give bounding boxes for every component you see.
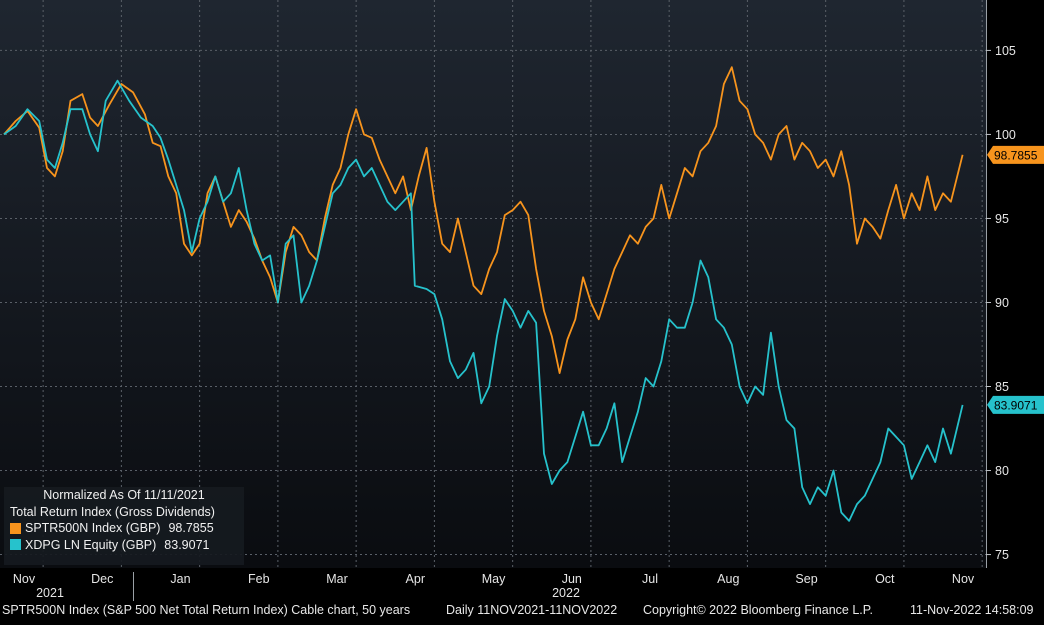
legend-header-normalized: Normalized As Of 11/11/2021 bbox=[43, 488, 205, 502]
last-value-label-1: 83.9071 bbox=[994, 398, 1038, 412]
legend-swatch-cyan bbox=[10, 539, 21, 551]
tick-label-x-nov-0: Nov bbox=[13, 572, 36, 586]
legend: Normalized As Of 11/11/2021 Total Return… bbox=[4, 487, 244, 565]
tick-label-y-90: 90 bbox=[995, 296, 1009, 310]
tick-label-x-jul-8: Jul bbox=[642, 572, 658, 586]
legend-value-xdpg: 83.9071 bbox=[164, 537, 210, 552]
footer-range: Daily 11NOV2021-11NOV2022 bbox=[446, 603, 618, 617]
x-axis-band bbox=[0, 568, 986, 601]
legend-entry-sptr500n: SPTR500N Index (GBP) 98.7855 bbox=[4, 520, 244, 537]
footer-copyright: Copyright© 2022 Bloomberg Finance L.P. bbox=[643, 603, 873, 617]
tick-label-x-may-6: May bbox=[482, 572, 506, 586]
footer-bar: SPTR500N Index (S&P 500 Net Total Return… bbox=[0, 601, 1044, 620]
tick-label-x-feb-3: Feb bbox=[248, 572, 270, 586]
last-value-marker-1 bbox=[987, 395, 1044, 414]
legend-label-sptr500n: SPTR500N Index (GBP) bbox=[25, 521, 161, 535]
tick-label-x-aug-9: Aug bbox=[717, 572, 739, 586]
tick-label-y-85: 85 bbox=[995, 380, 1009, 394]
plot-area bbox=[0, 0, 986, 568]
year-label-2022: 2022 bbox=[552, 586, 580, 600]
tick-label-y-105: 105 bbox=[995, 44, 1016, 58]
legend-label-xdpg: XDPG LN Equity (GBP) bbox=[25, 537, 157, 552]
series-line-0 bbox=[3, 66, 964, 374]
last-value-label-0: 98.7855 bbox=[994, 148, 1038, 162]
tick-label-x-dec-1: Dec bbox=[91, 572, 113, 586]
footer-timestamp: 11-Nov-2022 14:58:09 bbox=[910, 603, 1034, 617]
y-axis-band bbox=[986, 0, 1044, 601]
tick-label-y-100: 100 bbox=[995, 128, 1016, 142]
legend-header-return-type: Total Return Index (Gross Dividends) bbox=[10, 504, 215, 519]
year-label-2021: 2021 bbox=[36, 586, 64, 600]
tick-label-x-nov-12: Nov bbox=[952, 572, 975, 586]
tick-label-x-oct-11: Oct bbox=[875, 572, 895, 586]
legend-value-sptr500n: 98.7855 bbox=[168, 521, 214, 535]
tick-label-x-sep-10: Sep bbox=[795, 572, 817, 586]
series-line-1 bbox=[3, 79, 964, 522]
legend-swatch-orange bbox=[10, 522, 21, 534]
last-value-marker-0 bbox=[987, 145, 1044, 164]
tick-label-x-jun-7: Jun bbox=[562, 572, 582, 586]
tick-label-x-mar-4: Mar bbox=[326, 572, 348, 586]
tick-label-x-jan-2: Jan bbox=[170, 572, 190, 586]
tick-label-x-apr-5: Apr bbox=[406, 572, 425, 586]
tick-label-y-80: 80 bbox=[995, 464, 1009, 478]
footer-description: SPTR500N Index (S&P 500 Net Total Return… bbox=[2, 603, 411, 617]
tick-label-y-75: 75 bbox=[995, 548, 1009, 562]
tick-label-y-95: 95 bbox=[995, 212, 1009, 226]
legend-entry-xdpg: XDPG LN Equity (GBP) 83.9071 bbox=[4, 537, 244, 554]
